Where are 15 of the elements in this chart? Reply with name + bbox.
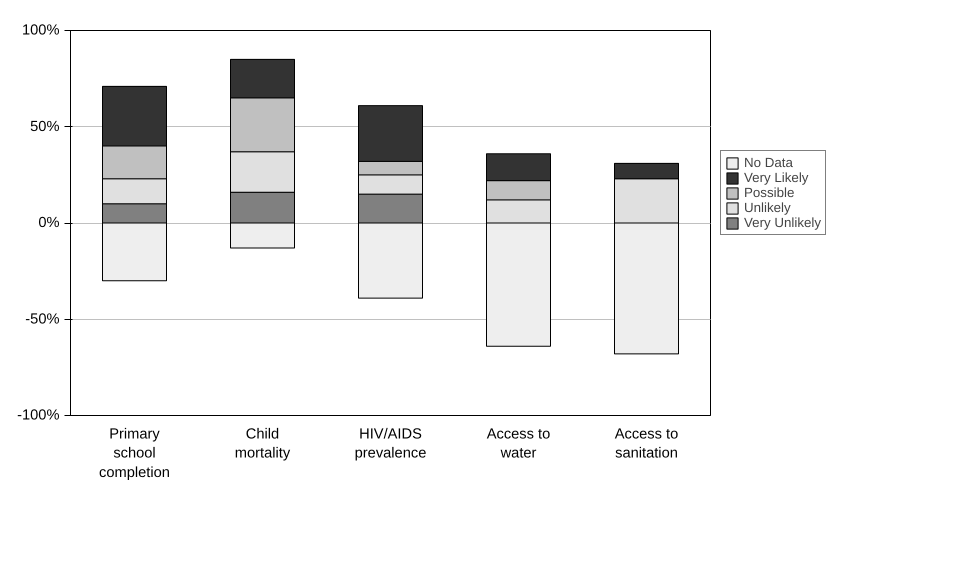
legend-label: No Data <box>744 155 793 170</box>
x-tick-label: HIV/AIDS prevalence <box>354 426 426 462</box>
legend-label: Very Unlikely <box>744 215 822 230</box>
legend-label: Very Likely <box>744 170 808 185</box>
y-tick-label: 100% <box>22 22 60 38</box>
x-tick-label: Primary school completion <box>99 426 170 481</box>
y-tick-label: -100% <box>17 408 60 424</box>
x-tick-label: Access to sanitation <box>614 426 678 462</box>
legend-label: Possible <box>744 185 794 200</box>
y-tick-label: 0% <box>38 215 60 231</box>
legend-label: Unlikely <box>744 200 791 215</box>
x-tick-label: Access to water <box>486 426 550 462</box>
y-tick-label: 50% <box>30 118 60 135</box>
x-tick-label: Child mortality <box>234 426 291 462</box>
y-tick-label: -50% <box>25 311 60 328</box>
